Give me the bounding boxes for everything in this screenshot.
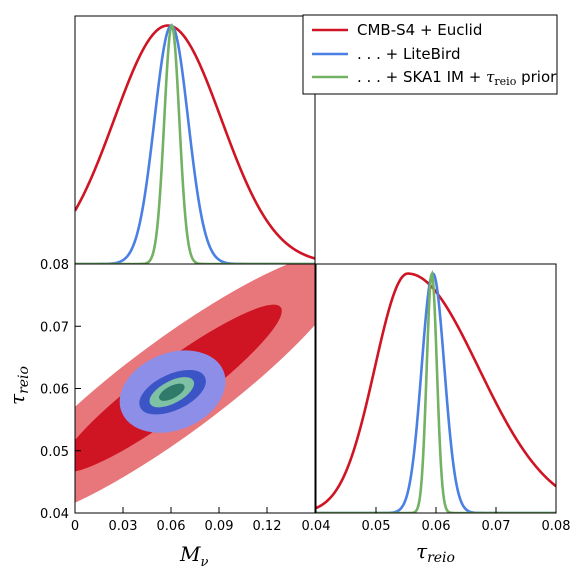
mnu-tau-xtick-label: 0.06 [157, 519, 186, 534]
x-axis-label-tau: τreio [416, 539, 455, 566]
mnu-curve-lite [75, 24, 315, 264]
tau-curve-cmb [316, 272, 556, 510]
mnu-tau-xtick-label: 0 [71, 519, 79, 534]
legend-label-ska-tau-sub: reio [494, 75, 516, 88]
tau-xtick-label: 0.06 [422, 519, 451, 534]
tau-curve-lite [316, 272, 556, 513]
tau-xtick-label: 0.04 [302, 519, 331, 534]
y-axis-label-tau-main: τ [5, 393, 29, 405]
panel-mnu-marginal [74, 15, 316, 265]
mnu-tau-ytick-label: 0.08 [40, 258, 69, 273]
tau-curve-ska [316, 269, 556, 513]
legend-label-ska-text: . . . + SKA1 IM + [357, 68, 486, 86]
tau-xtick-label: 0.05 [362, 519, 391, 534]
panel-tau-marginal-frame [315, 263, 557, 514]
mnu-tau-xtick-label: 0.12 [253, 519, 282, 534]
x-axis-label-mnu-sub: ν [200, 555, 208, 570]
legend-label-litebird: . . . + LiteBird [357, 45, 460, 63]
mnu-tau-ytick-label: 0.06 [40, 383, 69, 398]
legend: CMB-S4 + Euclid . . . + LiteBird . . . +… [302, 14, 558, 95]
legend-label-ska-tau: τ [486, 68, 495, 86]
legend-label-cmb: CMB-S4 + Euclid [357, 21, 482, 39]
tau-xtick-label: 0.08 [542, 519, 571, 534]
x-axis-label-tau-main: τ [416, 539, 428, 563]
contour-ska-1sigma [159, 383, 185, 401]
panel-2d-contours: 0 0.03 0.06 0.09 0.12 0.04 0.05 0.06 0.07 0.08 [40, 258, 316, 534]
mnu-tau-xtick-label: 0.09 [205, 519, 234, 534]
mnu-tau-ytick-label: 0.04 [40, 507, 69, 522]
x-axis-label-tau-sub: reio [427, 550, 455, 566]
tau-xtick-label: 0.07 [482, 519, 511, 534]
mnu-curve-cmb [75, 24, 315, 260]
mnu-tau-xtick-label: 0.03 [109, 519, 138, 534]
x-axis-label-mnu: Mν [179, 542, 208, 570]
legend-label-ska: . . . + SKA1 IM + τreio prior [357, 68, 557, 88]
y-axis-label-tau: τreio [5, 366, 32, 405]
y-axis-label-tau-sub: reio [16, 366, 32, 394]
legend-frame [302, 14, 558, 95]
legend-label-ska-tail: prior [516, 68, 557, 86]
x-axis-label-mnu-main: M [179, 542, 201, 566]
mnu-tau-ytick-label: 0.05 [40, 445, 69, 460]
panel-tau-marginal: 0.04 0.05 0.06 0.07 0.08 [302, 263, 571, 534]
mnu-curve-ska [75, 23, 315, 264]
mnu-tau-ytick-label: 0.07 [40, 320, 69, 335]
